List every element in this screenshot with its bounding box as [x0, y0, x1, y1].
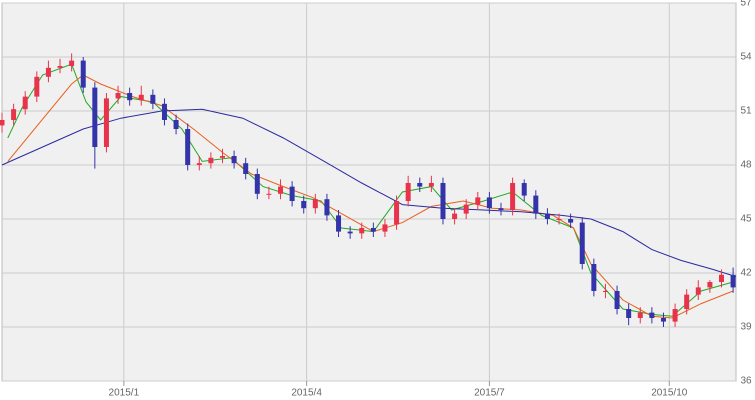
x-tick-label: 2015/1	[109, 388, 140, 399]
candle-body	[115, 93, 121, 99]
candle-body	[568, 219, 574, 223]
y-tick-label: 57	[740, 0, 752, 9]
candle-body	[521, 183, 527, 196]
y-tick-label: 45	[740, 214, 752, 225]
x-tick-label: 2015/10	[651, 388, 688, 399]
candle-body	[243, 163, 249, 174]
candle-body	[208, 157, 214, 164]
candle-body	[452, 213, 458, 219]
candle-body	[695, 287, 701, 295]
candle-body	[510, 183, 516, 210]
candle-body	[138, 94, 144, 101]
y-tick-label: 54	[740, 52, 752, 63]
candle-body	[533, 195, 539, 214]
y-tick-label: 42	[740, 268, 752, 279]
candle-body	[231, 156, 237, 164]
candle-body	[602, 291, 608, 292]
candle-body	[382, 224, 388, 232]
candle-body	[69, 60, 75, 66]
candle-body	[80, 60, 86, 88]
y-tick-label: 51	[740, 106, 752, 117]
candle-body	[498, 208, 504, 210]
candle-body	[370, 228, 376, 232]
candle-body	[173, 120, 179, 129]
y-tick-label: 48	[740, 160, 752, 171]
candle-body	[463, 204, 469, 214]
candle-body	[22, 96, 28, 110]
x-tick-label: 2015/7	[474, 388, 505, 399]
candle-body	[312, 199, 318, 209]
candle-body	[278, 186, 284, 194]
candle-body	[103, 98, 109, 147]
candle-body	[475, 197, 481, 205]
candle-body	[324, 199, 330, 216]
candle-body	[626, 309, 632, 318]
candle-body	[92, 87, 98, 147]
candle-body	[660, 318, 666, 322]
candle-body	[730, 274, 736, 288]
candle-body	[266, 193, 272, 195]
candle-body	[428, 183, 434, 187]
candle-body	[544, 213, 550, 219]
candle-body	[150, 94, 156, 104]
plot-area	[1, 2, 737, 382]
candle-body	[486, 197, 492, 209]
candle-body	[0, 120, 5, 126]
candle-body	[684, 294, 690, 309]
candle-body	[637, 312, 643, 318]
candle-body	[579, 222, 585, 264]
candle-body	[591, 264, 597, 291]
candle-body	[649, 312, 655, 318]
y-tick-label: 36	[740, 376, 752, 387]
candle-body	[347, 231, 353, 234]
candle-body	[301, 201, 307, 209]
candle-body	[127, 93, 133, 101]
candle-body	[556, 219, 562, 220]
candle-body	[614, 291, 620, 309]
candle-body	[359, 228, 365, 234]
candle-body	[11, 109, 17, 120]
candle-body	[254, 174, 260, 194]
candle-body	[718, 274, 724, 282]
candle-body	[672, 309, 678, 322]
candle-body	[440, 183, 446, 219]
candle-body	[161, 103, 167, 120]
candle-body	[394, 201, 400, 225]
candle-body	[57, 66, 63, 68]
candle-body	[45, 67, 51, 77]
y-tick-label: 39	[740, 322, 752, 333]
candle-body	[219, 156, 225, 158]
candle-body	[707, 282, 713, 288]
candle-body	[336, 215, 342, 232]
moving-average-line	[1, 108, 737, 278]
candle-body	[417, 183, 423, 187]
candle-body	[34, 76, 40, 97]
candle-body	[405, 183, 411, 201]
x-tick-label: 2015/4	[291, 388, 322, 399]
candle-body	[289, 186, 295, 201]
candle-body	[196, 163, 202, 165]
candle-body	[185, 129, 191, 165]
